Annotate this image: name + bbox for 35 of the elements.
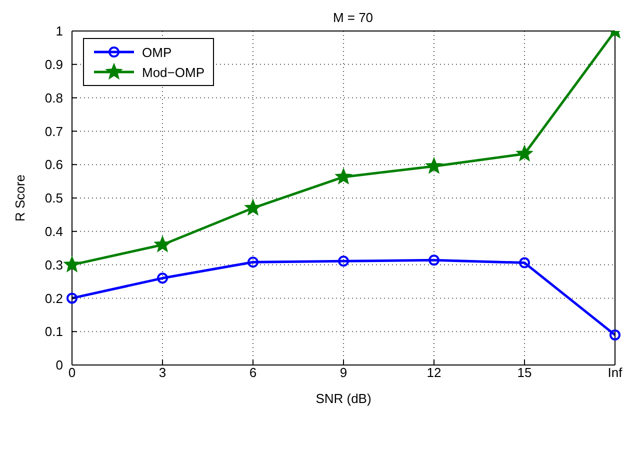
- point: [519, 257, 530, 268]
- x-tick-label: 6: [249, 365, 257, 380]
- y-tick-label: 0.1: [44, 324, 63, 340]
- point: [64, 256, 80, 272]
- point: [154, 236, 171, 252]
- point: [248, 256, 258, 268]
- y-tick-label: 0.4: [44, 224, 63, 240]
- point: [66, 292, 78, 304]
- x-tick-label: 15: [517, 365, 532, 380]
- y-tick-label: 0.9: [44, 57, 63, 72]
- y-tick-label: 0.8: [44, 90, 63, 106]
- point: [426, 158, 442, 174]
- point: [516, 145, 533, 161]
- x-tick-label: 12: [426, 365, 442, 380]
- y-axis-title: R Score: [12, 174, 28, 222]
- x-tick-label: 9: [340, 365, 348, 380]
- y-tick-label: 0.6: [44, 157, 63, 172]
- point: [610, 329, 620, 340]
- y-tick-label: 1: [56, 24, 63, 39]
- x-tick-label: Inf: [608, 365, 623, 380]
- y-tick-label: 0.5: [44, 190, 63, 206]
- point: [338, 256, 349, 267]
- x-tick-label: 3: [158, 365, 166, 380]
- point: [157, 272, 168, 284]
- y-tick-label: 0.7: [44, 124, 63, 139]
- point: [428, 254, 440, 266]
- point: [244, 200, 262, 215]
- legend-label: OMP: [142, 44, 172, 60]
- x-axis-title: SNR (dB): [316, 391, 372, 406]
- x-tick-label: 0: [68, 365, 76, 380]
- y-tick-label: 0.3: [44, 257, 63, 272]
- chart-title: M = 70: [332, 10, 374, 25]
- point: [335, 168, 352, 184]
- y-tick-label: 0.2: [44, 290, 63, 306]
- legend-label: Mod−OMP: [142, 64, 204, 80]
